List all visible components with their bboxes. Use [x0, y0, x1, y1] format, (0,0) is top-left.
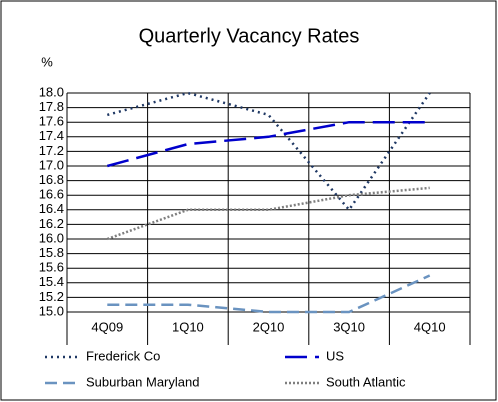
series-line	[106, 120, 430, 168]
series-line	[106, 91, 431, 212]
y-axis-label: %	[41, 54, 53, 69]
x-tick-label: 1Q10	[172, 319, 204, 334]
legend-label: South Atlantic	[326, 374, 406, 389]
series-line	[106, 186, 430, 241]
x-tick-label: 4Q09	[91, 319, 123, 334]
y-tick-label: 17.8	[39, 99, 64, 114]
y-tick-label: 15.2	[39, 289, 64, 304]
y-tick-label: 16.2	[39, 216, 64, 231]
y-tick-label: 15.0	[39, 303, 64, 318]
legend-label: Suburban Maryland	[86, 374, 199, 389]
chart-title: Quarterly Vacancy Rates	[139, 25, 360, 47]
y-tick-label: 16.4	[39, 201, 64, 216]
y-tick-label: 18.0	[39, 84, 64, 99]
y-tick-label: 17.2	[39, 143, 64, 158]
x-tick-label: 2Q10	[253, 319, 285, 334]
y-tick-label: 15.8	[39, 245, 64, 260]
x-tick-label: 3Q10	[333, 319, 365, 334]
y-tick-label: 17.0	[39, 157, 64, 172]
y-tick-label: 16.0	[39, 230, 64, 245]
y-tick-label: 17.6	[39, 114, 64, 129]
y-tick-label: 17.4	[39, 128, 64, 143]
x-tick-label: 4Q10	[414, 319, 446, 334]
y-tick-label: 16.8	[39, 172, 64, 187]
legend-label: US	[326, 348, 344, 363]
y-tick-label: 15.6	[39, 260, 64, 275]
y-tick-label: 15.4	[39, 274, 64, 289]
series-line	[107, 274, 431, 314]
y-tick-label: 16.6	[39, 187, 64, 202]
legend-label: Frederick Co	[86, 348, 160, 363]
